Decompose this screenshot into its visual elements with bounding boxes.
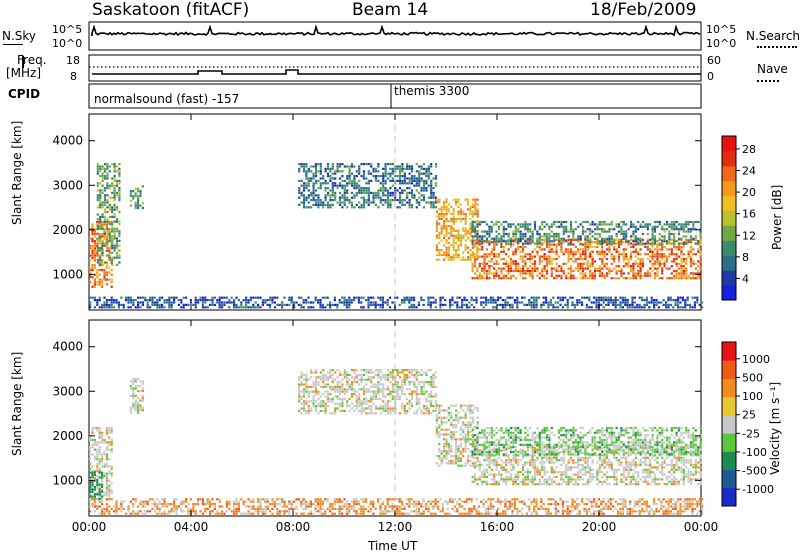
velocity-ylabel: Slant Range [km] [10, 351, 24, 456]
nave-tick-low: 0 [707, 70, 714, 83]
velocity-xtick-label: 04:00 [174, 520, 209, 534]
velocity-colorbar-segment [722, 360, 736, 379]
power-colorbar-segment [722, 225, 736, 241]
time-xlabel: Time UT [368, 539, 418, 553]
nsky-panel-frame [88, 21, 702, 51]
nave-label: Nave [757, 62, 788, 76]
freq-label-2: [MHz] [6, 66, 42, 80]
velocity-xtick-label: 00:00 [684, 520, 719, 534]
power-colorbar-tick-label: 8 [742, 251, 749, 264]
power-colorbar-segment [722, 285, 736, 301]
velocity-colorbar-segment [722, 433, 736, 452]
nsky-legend-line [3, 44, 23, 45]
velocity-colorbar-tick-label: -100 [742, 446, 767, 459]
power-colorbar-tick-label: 16 [742, 208, 756, 221]
velocity-colorbar-segment [722, 451, 736, 471]
station-title: Saskatoon (fitACF) [92, 0, 250, 20]
velocity-chart: 1000 2000 3000 4000 00:00 04:00 08:00 12:00 16:0… [52, 319, 774, 534]
nsky-label: N.Sky [2, 29, 37, 43]
nsky-tick-high: 10^5 [52, 23, 83, 36]
velocity-colorbar-segment [722, 487, 736, 507]
cpid-label: CPID [8, 87, 41, 101]
power-colorbar-label: Power [dB] [770, 184, 784, 250]
nsearch-tick-low: 10^0 [706, 37, 737, 50]
power-echo-region [96, 163, 121, 266]
velocity-colorbar-segment [722, 396, 736, 416]
velocity-echo-region [129, 377, 144, 414]
nsky-tick-low: 10^0 [52, 37, 83, 50]
power-colorbar-segment [722, 150, 736, 167]
power-ytick-label: 2000 [52, 223, 83, 237]
velocity-colorbar-segment [722, 469, 736, 489]
velocity-echo-region [298, 369, 438, 415]
nave-legend-line [757, 80, 779, 82]
power-echo-region [471, 220, 702, 245]
velocity-xtick-label: 16:00 [480, 520, 515, 534]
velocity-echo-region [89, 471, 104, 501]
velocity-colorbar-tick-label: -25 [742, 427, 760, 440]
cpid-segment-normalsound: normalsound (fast) -157 [94, 92, 240, 106]
power-colorbar-tick-label: 24 [742, 165, 756, 178]
velocity-colorbar-tick-label: 100 [742, 390, 763, 403]
velocity-colorbar-tick-label: 500 [742, 371, 763, 384]
power-frame [88, 113, 702, 311]
velocity-ytick-label: 3000 [52, 384, 83, 398]
velocity-echo-region [471, 426, 702, 456]
velocity-colorbar-tick-label: -500 [742, 465, 767, 478]
power-colorbar-segment [722, 270, 736, 286]
power-colorbar-segment [722, 210, 736, 226]
freq-tick-low: 8 [70, 70, 77, 83]
velocity-colorbar-segment [722, 342, 736, 361]
power-colorbar-segment [722, 136, 736, 152]
velocity-xtick-label: 08:00 [276, 520, 311, 534]
freq-tick-high: 18 [66, 54, 80, 67]
velocity-colorbar-tick-label: 25 [742, 409, 756, 422]
freq-panel-frame [88, 54, 702, 82]
power-colorbar-tick-label: 12 [742, 229, 756, 242]
cpid-panel-frame [88, 83, 702, 109]
nsky-trace [91, 24, 701, 37]
power-colorbar-segment [722, 165, 736, 182]
velocity-xtick-label: 12:00 [378, 520, 413, 534]
date-title: 18/Feb/2009 [590, 0, 697, 20]
velocity-colorbar-label: Velocity [m s⁻¹] [768, 381, 782, 475]
velocity-colorbar-segment [722, 414, 736, 434]
nave-tick-high: 60 [707, 54, 721, 67]
velocity-xtick-label: 00:00 [72, 520, 107, 534]
velocity-colorbar-frame [721, 341, 737, 507]
velocity-colorbar-segment [722, 378, 736, 398]
power-echo-region [89, 296, 704, 309]
power-colorbar-tick-label: 28 [742, 143, 756, 156]
nsearch-label: N.Search [746, 29, 800, 43]
velocity-ytick-label: 2000 [52, 429, 83, 443]
cpid-segment-themis: themis 3300 [394, 84, 470, 98]
power-colorbar-tick-label: 20 [742, 186, 756, 199]
power-colorbar-segment [722, 240, 736, 256]
power-colorbar-segment [722, 180, 736, 197]
velocity-frame [88, 319, 702, 517]
power-ylabel: Slant Range [km] [10, 120, 24, 225]
power-echo-region [129, 185, 144, 210]
freq-label-1: Freq. [17, 53, 47, 67]
power-chart: 1000 2000 3000 4000 4 8 12 16 20 24 28 [52, 113, 756, 311]
nsearch-tick-high: 10^5 [706, 23, 737, 36]
power-colorbar-segment [722, 255, 736, 271]
velocity-xtick-label: 20:00 [582, 520, 617, 534]
power-ytick-label: 4000 [52, 134, 83, 148]
velocity-colorbar-tick-label: -1000 [742, 483, 774, 496]
freq-legend-line [22, 56, 24, 68]
velocity-ytick-label: 4000 [52, 340, 83, 354]
power-colorbar-frame [721, 135, 737, 301]
power-colorbar-tick-label: 4 [742, 272, 749, 285]
power-colorbar-segment [722, 195, 736, 212]
beam-title: Beam 14 [352, 0, 429, 20]
power-ytick-label: 3000 [52, 178, 83, 192]
velocity-colorbar-tick-label: 1000 [742, 353, 770, 366]
nsearch-legend-line [757, 46, 797, 48]
freq-trace [92, 69, 701, 75]
power-ytick-label: 1000 [52, 267, 83, 281]
velocity-ytick-label: 1000 [52, 473, 83, 487]
